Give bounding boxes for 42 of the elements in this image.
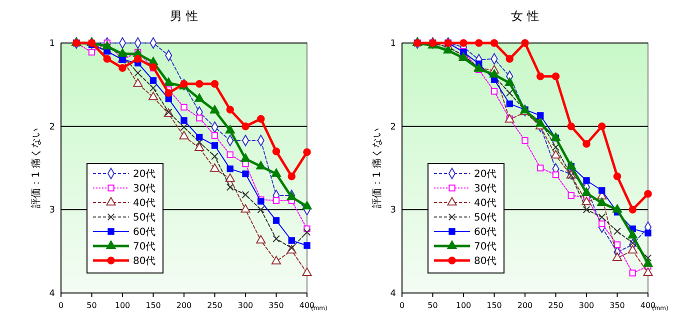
x-tick-label: 250	[207, 301, 222, 310]
legend-label: 30代	[133, 184, 156, 194]
chart-title: 男 性	[170, 9, 198, 23]
x-tick-label: 0	[399, 301, 405, 310]
x-tick-label: 150	[146, 301, 161, 310]
y-axis-title: 評価：1 痛くない	[30, 128, 42, 208]
x-tick-label: 200	[176, 301, 192, 310]
x-tick-label: 300	[578, 301, 594, 310]
legend-label: 20代	[133, 169, 156, 180]
legend-label: 50代	[474, 212, 497, 224]
x-tick-label: 350	[610, 301, 625, 310]
legend-label: 20代	[474, 169, 497, 180]
y-tick-label: 1	[390, 39, 396, 49]
legend-label: 60代	[474, 227, 497, 238]
legend-label: 80代	[133, 256, 156, 267]
x-tick-label: 150	[486, 301, 502, 310]
x-tick-label: 300	[238, 301, 254, 310]
x-tick-label: 100	[114, 301, 130, 310]
chart-title: 女 性	[511, 9, 539, 23]
legend-label: 50代	[133, 212, 156, 224]
legend-label: 70代	[133, 242, 156, 252]
y-tick-label: 3	[390, 206, 396, 216]
x-tick-label: 350	[268, 301, 284, 310]
y-tick-label: 3	[49, 206, 55, 216]
y-tick-label: 2	[390, 122, 396, 132]
x-tick-label: 200	[517, 301, 533, 310]
x-tick-label: 250	[548, 301, 564, 310]
y-axis-title: 評価：1 痛くない	[371, 128, 383, 208]
x-tick-label: 100	[456, 301, 472, 310]
y-tick-label: 2	[49, 122, 55, 132]
x-tick-label: 50	[428, 301, 438, 310]
legend-label: 80代	[474, 256, 497, 267]
y-tick-label: 1	[49, 39, 55, 49]
legend-label: 40代	[474, 198, 497, 209]
legend-label: 70代	[474, 242, 497, 252]
x-tick-label: 50	[86, 301, 97, 310]
legend-label: 40代	[133, 198, 156, 209]
legend-label: 30代	[474, 184, 497, 194]
x-tick-label: 0	[58, 301, 64, 310]
legend-label: 60代	[133, 227, 156, 238]
y-tick-label: 4	[49, 289, 56, 299]
y-tick-label: 4	[390, 289, 396, 299]
